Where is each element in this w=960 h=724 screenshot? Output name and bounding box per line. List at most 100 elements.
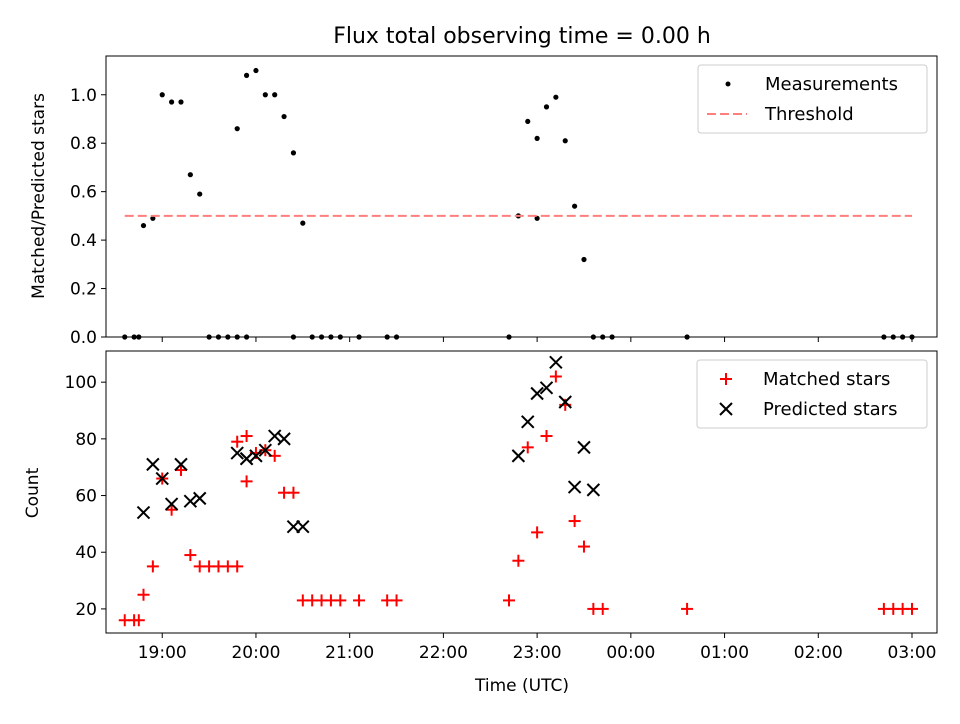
- predicted-stars-point: [136, 505, 151, 520]
- predicted-stars-point: [258, 443, 273, 457]
- x-tick-label: 00:00: [606, 643, 655, 663]
- measurement-point: [178, 99, 184, 105]
- measurement-point: [881, 334, 887, 340]
- legend-predicted-marker: [719, 402, 733, 416]
- measurement-point: [318, 334, 325, 340]
- legend-matched-marker: [720, 373, 732, 385]
- legend-threshold-label: Threshold: [764, 104, 854, 125]
- y-tick-label: 0.0: [70, 328, 97, 348]
- predicted-stars-point: [164, 497, 179, 511]
- top-legend: Measurements Threshold: [697, 64, 928, 134]
- measurement-point: [234, 334, 240, 340]
- predicted-stars-point: [277, 432, 291, 446]
- predicted-stars-point: [549, 355, 563, 370]
- top-axes: 0.0 0.2 0.4 0.6 0.8 1.0: [70, 55, 938, 348]
- predicted-stars-point: [511, 449, 526, 463]
- measurement-point: [534, 135, 540, 141]
- measurement-point: [393, 334, 400, 340]
- measurement-point: [684, 334, 690, 340]
- measurement-point: [290, 334, 297, 340]
- matched-stars-point: [353, 594, 366, 607]
- matched-stars-point: [146, 560, 159, 573]
- measurement-point: [122, 334, 128, 340]
- y-tick-label: 0.2: [70, 280, 97, 300]
- predicted-stars-point: [174, 457, 188, 472]
- matched-stars-point: [568, 515, 581, 528]
- measurement-point: [309, 334, 315, 340]
- y-tick-label: 80: [75, 430, 97, 450]
- legend-predicted-label: Predicted stars: [763, 399, 897, 420]
- measurement-point: [384, 334, 390, 340]
- matched-stars-point: [240, 475, 253, 488]
- matched-stars-point: [521, 441, 534, 454]
- measurement-point: [590, 334, 596, 340]
- matched-stars-point: [174, 464, 187, 477]
- measurement-point: [169, 99, 175, 105]
- matched-stars-point: [231, 435, 244, 448]
- measurement-point: [234, 126, 240, 132]
- measurement-point: [262, 92, 268, 98]
- measurement-point: [562, 138, 568, 144]
- measurement-point: [909, 334, 915, 340]
- predicted-stars-point: [539, 381, 554, 395]
- y-tick-label: 100: [65, 373, 97, 393]
- measurement-point: [243, 72, 250, 78]
- axes-frame: [105, 350, 938, 634]
- measurement-point: [506, 334, 512, 340]
- measurement-point: [900, 334, 906, 340]
- measurement-point: [543, 104, 550, 110]
- y-tick-label: 60: [75, 487, 97, 507]
- predicted-stars-point: [577, 440, 591, 455]
- predicted-stars-point: [530, 386, 544, 401]
- predicted-stars-point: [586, 483, 601, 497]
- measurement-point: [534, 215, 540, 221]
- y-tick-label: 0.4: [70, 231, 97, 251]
- y-tick-label: 0.8: [70, 134, 97, 154]
- matched-stars-point: [334, 594, 347, 607]
- measurement-point: [150, 215, 156, 221]
- x-tick-label: 23:00: [513, 643, 562, 663]
- legend-matched-label: Matched stars: [763, 369, 890, 390]
- measurement-point: [300, 220, 306, 226]
- x-tick-label: 21:00: [325, 643, 374, 663]
- predicted-stars-point: [521, 415, 535, 429]
- top-y-axis-label: Matched/Predicted stars: [29, 93, 49, 299]
- measurement-point: [525, 118, 531, 125]
- predicted-stars-point: [296, 520, 310, 534]
- matched-stars-point: [503, 594, 516, 607]
- predicted-stars-point: [239, 451, 254, 466]
- measurement-point: [136, 334, 142, 340]
- matched-stars-point: [165, 503, 178, 516]
- measurement-point: [140, 222, 147, 229]
- matched-stars-point: [512, 554, 525, 567]
- matched-stars-point: [681, 602, 694, 615]
- measurement-point: [243, 334, 250, 340]
- y-tick-label: 0.6: [70, 183, 97, 203]
- x-tick-label: 02:00: [794, 643, 843, 663]
- x-tick-label: 19:00: [138, 643, 187, 663]
- predicted-stars-point: [230, 446, 244, 460]
- x-axis-label: Time (UTC): [474, 676, 569, 696]
- matched-stars-point: [540, 430, 553, 443]
- measurement-point: [337, 334, 343, 340]
- x-tick-label: 20:00: [231, 643, 280, 663]
- matched-stars-point: [240, 430, 253, 443]
- predicted-stars-point: [267, 429, 282, 443]
- measurement-point: [197, 191, 203, 197]
- y-tick-label: 1.0: [70, 86, 97, 106]
- x-tick-label: 22:00: [419, 643, 468, 663]
- axes-frame: [105, 55, 938, 338]
- matched-stars-point: [531, 526, 544, 539]
- matched-stars-point: [132, 614, 145, 627]
- matched-stars-point: [596, 602, 609, 615]
- measurement-point: [215, 334, 222, 340]
- x-tick-label: 01:00: [700, 643, 749, 663]
- measurement-point: [356, 334, 362, 340]
- matched-stars-point: [577, 540, 590, 553]
- measurement-point: [890, 334, 896, 340]
- bottom-axes: 20 40 60 80 100 19:00 20:00 21:00 22:00 23:00 00:0…: [65, 350, 938, 663]
- measurement-point: [272, 92, 278, 98]
- predicted-stars-point: [146, 457, 160, 472]
- measurement-point: [581, 256, 587, 263]
